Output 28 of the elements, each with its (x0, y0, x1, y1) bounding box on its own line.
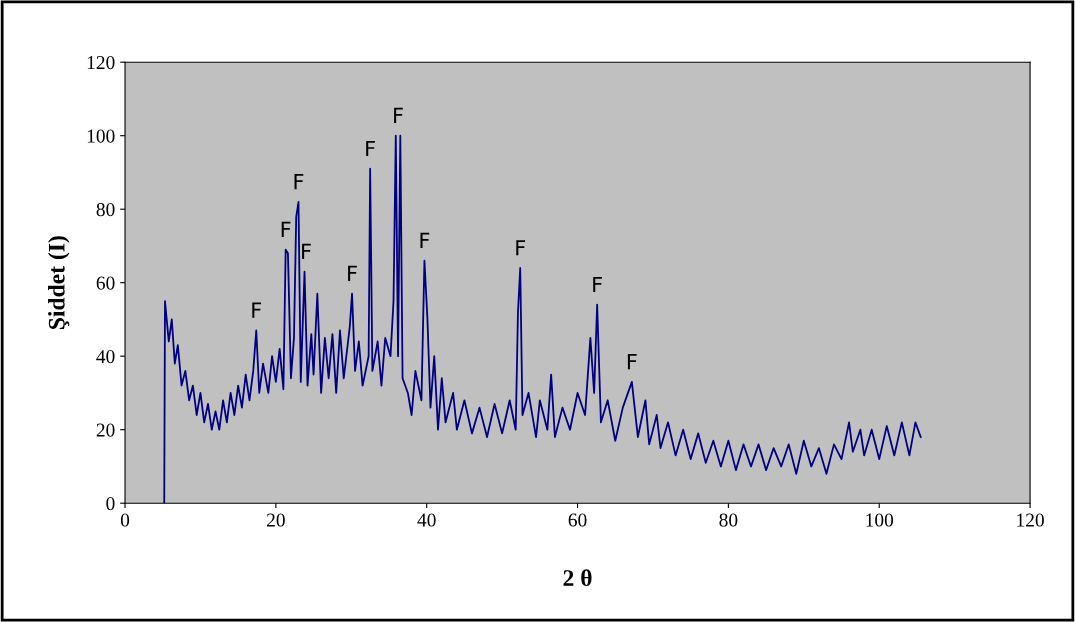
x-tick-label: 120 (1017, 513, 1044, 527)
x-tick-label: 20 (266, 513, 285, 527)
y-tick-label: 0 (106, 497, 115, 511)
y-tick-label: 120 (87, 56, 115, 70)
annotation: F (252, 302, 262, 318)
y-tick-label: 100 (87, 129, 115, 143)
x-tick-label: 40 (417, 513, 436, 527)
y-tick-label: 60 (96, 276, 115, 290)
x-tick-label: 100 (866, 513, 894, 527)
y-tick-label: 20 (96, 423, 115, 437)
annotation: F (366, 140, 375, 157)
line-series (163, 134, 922, 504)
x-axis-title: 2 θ (563, 569, 592, 587)
y-tick-label: 40 (96, 350, 115, 364)
x-tick-label: 80 (719, 513, 738, 527)
y-tick-label: 80 (96, 203, 115, 217)
annotation: F (348, 265, 357, 282)
annotation: F (516, 240, 525, 256)
x-tick-label: 60 (568, 513, 587, 527)
annotation: F (302, 243, 311, 260)
y-axis-title: Şiddet (I) (48, 236, 70, 329)
x-tick-label: 0 (120, 513, 130, 527)
annotation: F (593, 276, 602, 293)
annotation: F (281, 221, 291, 237)
annotation: F (294, 173, 304, 190)
annotation: F (627, 354, 637, 370)
annotation: F (394, 107, 403, 124)
annotation: F (420, 232, 430, 248)
